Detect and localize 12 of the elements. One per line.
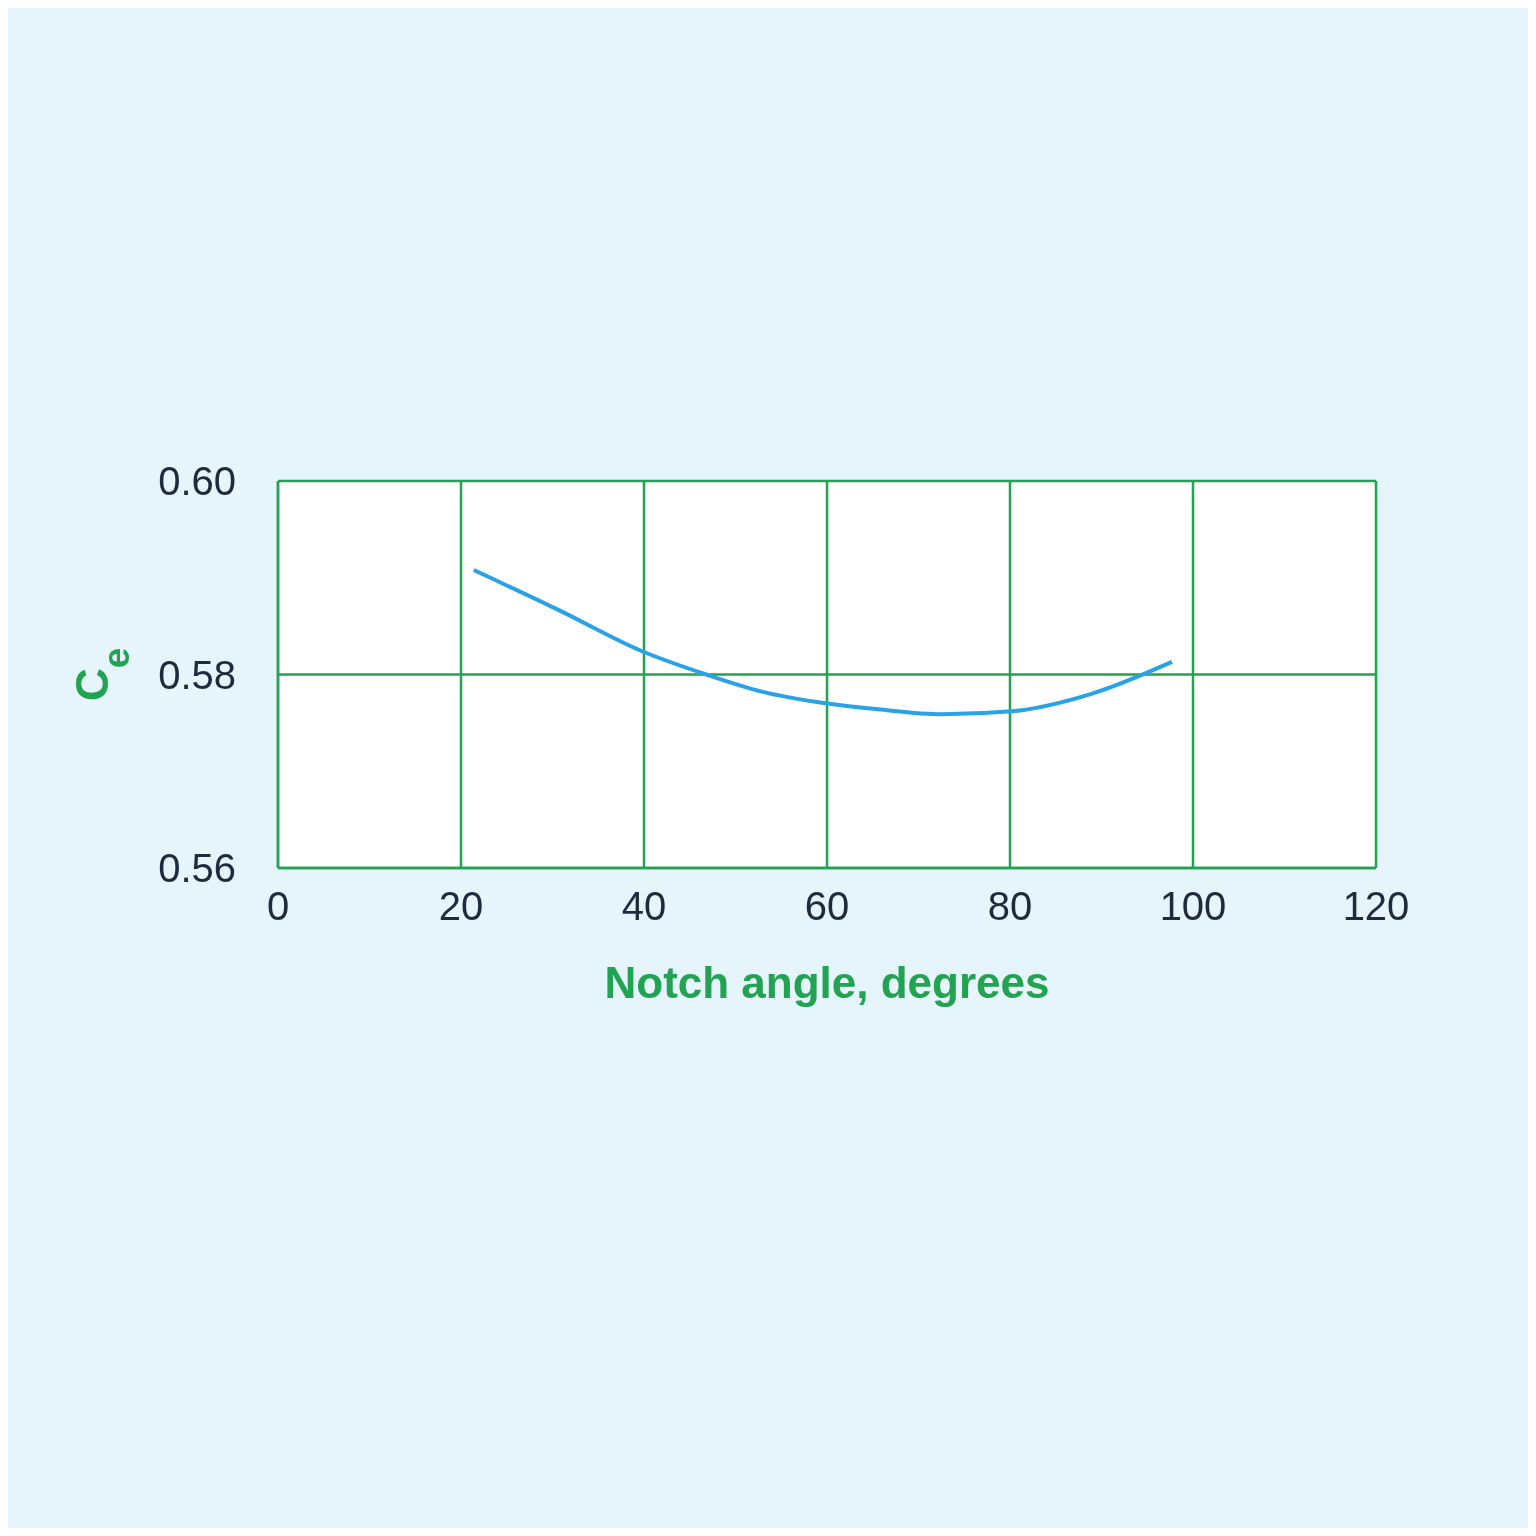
x-tick-label: 0: [266, 884, 290, 929]
x-tick-label: 20: [438, 884, 484, 929]
x-tick-label: 80: [987, 884, 1033, 929]
x-axis-title: Notch angle, degrees: [604, 958, 1050, 1007]
line-series: [471, 568, 1174, 717]
x-tick-label: 120: [1342, 884, 1410, 929]
x-tick-label: 60: [804, 884, 850, 929]
x-tick-label: 100: [1159, 884, 1227, 929]
x-tick-label: 40: [621, 884, 667, 929]
y-tick-label: 0.56: [158, 846, 236, 891]
y-tick-label: 0.58: [158, 652, 236, 697]
y-tick-label: 0.60: [158, 459, 236, 504]
